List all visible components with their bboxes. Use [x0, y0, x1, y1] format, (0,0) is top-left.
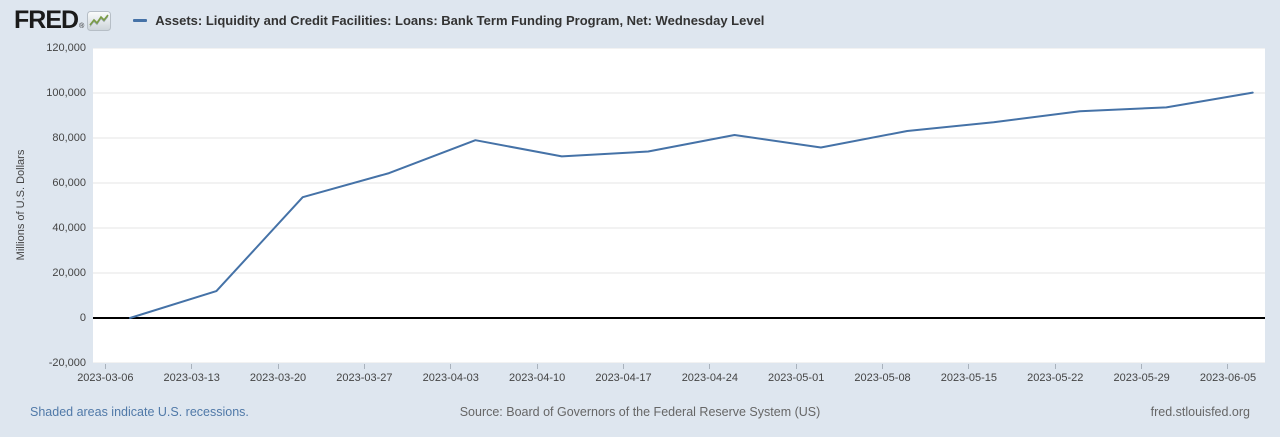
- chart-header: FRED ® Assets: Liquidity and Credit Faci…: [14, 0, 764, 40]
- y-tick-label: 40,000: [52, 222, 86, 234]
- series-title-link[interactable]: Assets: Liquidity and Credit Facilities:…: [155, 12, 765, 28]
- y-tick-label: -20,000: [48, 357, 86, 369]
- recessions-link[interactable]: Shaded areas indicate U.S. recessions.: [30, 405, 249, 419]
- y-tick-label: 20,000: [52, 267, 86, 279]
- y-tick-label: 80,000: [52, 132, 86, 144]
- x-tick-mark: [622, 364, 624, 369]
- x-tick-mark: [968, 364, 970, 369]
- x-tick-label: 2023-03-20: [249, 372, 307, 384]
- y-tick-label: 120,000: [46, 42, 86, 54]
- y-tick-label: 100,000: [46, 87, 86, 99]
- x-tick-label: 2023-05-29: [1113, 372, 1170, 384]
- fred-logo-link[interactable]: FRED ®: [14, 6, 112, 34]
- x-tick-mark: [363, 364, 365, 369]
- x-tick-mark: [1227, 364, 1229, 369]
- x-tick-mark: [104, 364, 106, 369]
- series-line[interactable]: [129, 91, 1254, 319]
- x-tick-label: 2023-05-08: [854, 372, 911, 384]
- fred-logo-text: FRED: [14, 6, 79, 34]
- fred-site-link[interactable]: fred.stlouisfed.org: [1150, 405, 1250, 419]
- x-tick-label: 2023-05-22: [1027, 372, 1084, 384]
- y-tick-label: 0: [79, 312, 86, 324]
- y-axis-title: Millions of U.S. Dollars: [15, 149, 27, 261]
- x-tick-label: 2023-04-17: [595, 372, 652, 384]
- plot-area[interactable]: [93, 48, 1265, 363]
- x-tick-label: 2023-05-01: [768, 372, 825, 384]
- x-tick-label: 2023-03-06: [77, 372, 134, 384]
- y-tick-label: 60,000: [52, 177, 86, 189]
- x-tick-mark: [191, 364, 193, 369]
- x-tick-label: 2023-04-03: [422, 372, 479, 384]
- x-tick-label: 2023-04-10: [508, 372, 566, 384]
- x-tick-mark: [882, 364, 884, 369]
- x-tick-mark: [536, 364, 538, 369]
- line-chart[interactable]: [93, 48, 1265, 363]
- x-tick-label: 2023-03-13: [163, 372, 220, 384]
- x-tick-label: 2023-05-15: [940, 372, 998, 384]
- registered-mark: ®: [79, 23, 85, 30]
- x-tick-label: 2023-04-24: [681, 372, 738, 384]
- x-tick-mark: [1054, 364, 1056, 369]
- x-tick-label: 2023-06-05: [1199, 372, 1257, 384]
- source-text: Source: Board of Governors of the Federa…: [459, 405, 821, 419]
- x-tick-label: 2023-03-27: [336, 372, 393, 384]
- x-tick-mark: [277, 364, 279, 369]
- x-tick-mark: [1141, 364, 1143, 369]
- fred-sparkline-icon: [87, 11, 112, 31]
- x-tick-mark: [795, 364, 797, 369]
- series-legend-line: [133, 18, 148, 22]
- x-tick-mark: [450, 364, 452, 369]
- x-tick-mark: [709, 364, 711, 369]
